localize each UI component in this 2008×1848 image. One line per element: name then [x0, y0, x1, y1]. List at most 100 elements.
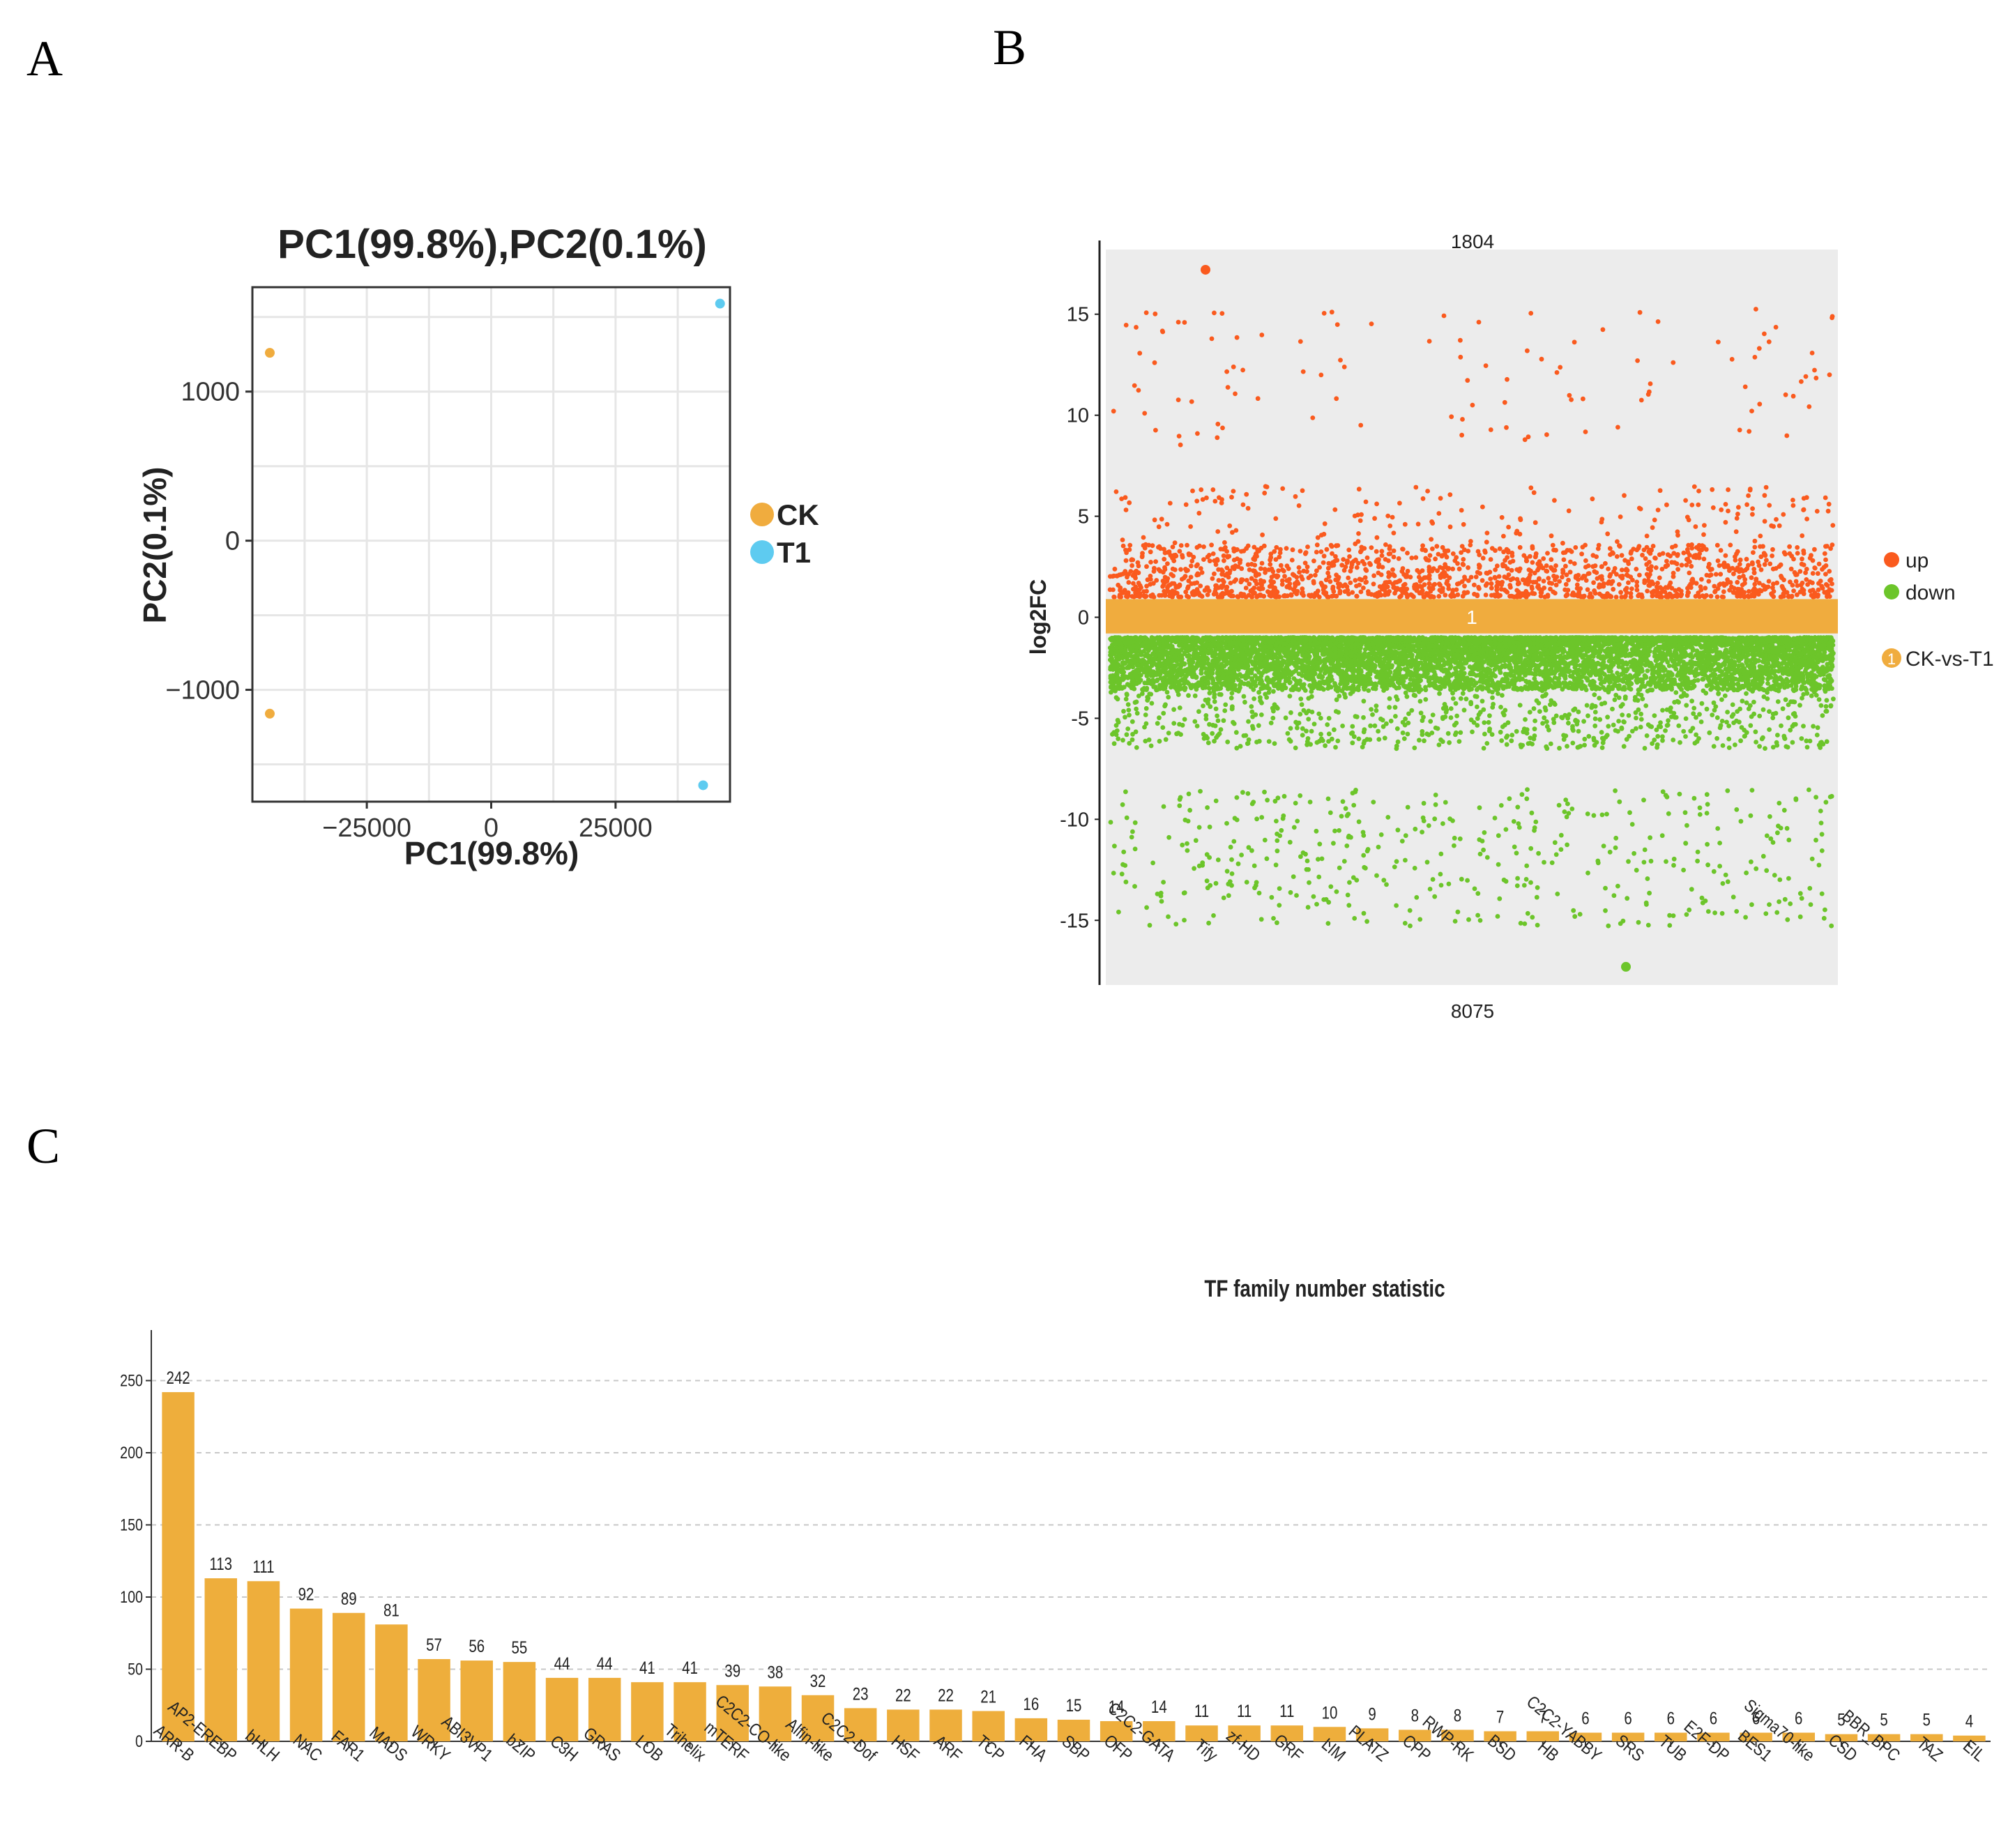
- volcano-point-up: [1624, 567, 1629, 572]
- volcano-point-up: [1150, 592, 1155, 597]
- volcano-point-up: [1132, 383, 1137, 388]
- volcano-point-down: [1482, 830, 1487, 835]
- volcano-point-up: [1608, 552, 1613, 557]
- volcano-point-up: [1230, 530, 1235, 535]
- volcano-point-up: [1356, 531, 1361, 536]
- volcano-point-up: [1341, 365, 1347, 369]
- volcano-point-up: [1752, 581, 1758, 587]
- volcano-point-up: [1599, 564, 1604, 569]
- volcano-point-down: [1613, 835, 1619, 841]
- volcano-point-down: [1132, 846, 1138, 852]
- volcano-point-up: [1574, 586, 1580, 591]
- volcano-point-up: [1676, 587, 1682, 592]
- volcano-point-up: [1659, 595, 1664, 600]
- volcano-point-down: [1498, 803, 1504, 808]
- volcano-point-up: [1494, 587, 1500, 593]
- volcano-point-up: [1369, 545, 1374, 550]
- volcano-point-up: [1123, 495, 1128, 501]
- volcano-point-up: [1134, 325, 1139, 330]
- volcano-point-up: [1169, 572, 1174, 577]
- volcano-point-up: [1655, 590, 1660, 595]
- volcano-point-up: [1823, 495, 1828, 501]
- volcano-point-up: [1655, 319, 1661, 324]
- volcano-point-up: [1465, 590, 1470, 595]
- volcano-point-up: [1165, 576, 1171, 581]
- volcano-point-up: [1458, 337, 1463, 343]
- volcano-point-down: [1613, 845, 1618, 850]
- volcano-point-down: [1177, 803, 1182, 809]
- volcano-point-up: [1460, 417, 1465, 422]
- volcano-point-up: [1300, 590, 1305, 595]
- volcano-point-up: [1563, 593, 1569, 599]
- volcano-point-down: [1558, 832, 1564, 838]
- volcano-point-up: [1830, 542, 1835, 547]
- volcano-point-up: [1452, 593, 1457, 599]
- volcano-point-down: [1242, 699, 1247, 705]
- volcano-point-up: [1473, 574, 1479, 579]
- volcano-point-up: [1330, 551, 1334, 556]
- volcano-point-up: [1171, 553, 1177, 558]
- volcano-point-up: [1596, 542, 1602, 548]
- volcano-point-down: [1482, 720, 1487, 725]
- volcano-point-up: [1752, 538, 1758, 544]
- volcano-point-up: [1387, 544, 1392, 549]
- volcano-point-up: [1684, 563, 1689, 567]
- volcano-point-down: [1254, 816, 1259, 822]
- volcano-point-up: [1626, 580, 1631, 586]
- volcano-point-up: [1544, 568, 1549, 574]
- volcano-point-up: [1530, 546, 1535, 551]
- volcano-point-down: [1394, 903, 1399, 908]
- volcano-point-up: [1526, 567, 1532, 572]
- volcano-point-down: [1507, 796, 1512, 802]
- volcano-point-up: [1800, 533, 1805, 538]
- volcano-point-up: [1110, 574, 1116, 579]
- volcano-point-up: [1625, 573, 1631, 579]
- volcano-point-up: [1599, 517, 1605, 522]
- volcano-point-down: [1438, 851, 1444, 857]
- volcano-point-up: [1179, 576, 1185, 582]
- volcano-point-up: [1273, 516, 1279, 521]
- volcano-point-up: [1702, 523, 1707, 528]
- volcano-point-up: [1602, 594, 1607, 600]
- volcano-point-down: [1782, 896, 1788, 902]
- volcano-point-up: [1790, 393, 1796, 399]
- volcano-point-up: [1484, 530, 1490, 535]
- volcano-point-up: [1225, 385, 1231, 390]
- volcano-point-up: [1309, 593, 1314, 597]
- volcano-point-up: [1143, 310, 1149, 315]
- volcano-point-up: [1268, 562, 1273, 567]
- volcano-point-up: [1461, 521, 1466, 527]
- volcano-point-up: [1567, 392, 1572, 398]
- volcano-point-up: [1462, 574, 1467, 580]
- volcano-point-up: [1201, 544, 1206, 549]
- volcano-point-down: [1557, 745, 1562, 751]
- volcano-point-up: [1446, 565, 1452, 571]
- volcano-point-up: [1126, 580, 1132, 585]
- volcano-point-up: [1354, 565, 1360, 570]
- volcano-point-up: [1615, 425, 1620, 430]
- volcano-point-down: [1790, 740, 1795, 745]
- volcano-point-up: [1125, 572, 1130, 577]
- volcano-point-up: [1137, 351, 1143, 356]
- volcano-point-up: [1686, 542, 1691, 548]
- volcano-point-up: [1454, 587, 1459, 593]
- volcano-point-up: [1718, 548, 1724, 553]
- volcano-point-up: [1483, 593, 1489, 597]
- volcano-point-up: [1545, 551, 1550, 556]
- volcano-point-up: [1509, 593, 1514, 599]
- volcano-point-down: [1291, 825, 1297, 830]
- volcano-point-up: [1341, 557, 1346, 562]
- volcano-point-up: [1219, 572, 1224, 577]
- volcano-y-tick-label: 10: [1067, 405, 1089, 427]
- volcano-point-up: [1233, 547, 1239, 553]
- volcano-point-up: [1814, 509, 1820, 514]
- volcano-point-up: [1194, 587, 1200, 592]
- volcano-point-up: [1696, 489, 1701, 494]
- volcano-point-down: [1269, 894, 1275, 900]
- volcano-point-up: [1268, 551, 1274, 557]
- volcano-point-up: [1710, 487, 1715, 492]
- volcano-point-up: [1331, 563, 1337, 568]
- volcano-point-up: [1489, 581, 1494, 586]
- volcano-point-up: [1120, 537, 1125, 542]
